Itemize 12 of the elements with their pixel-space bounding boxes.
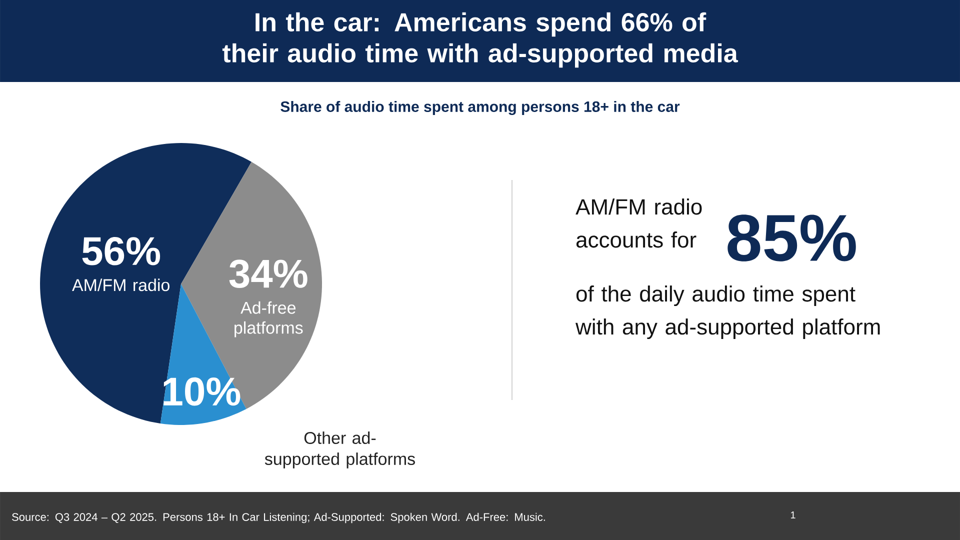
text: 1 [790,512,796,518]
text: 85% [728,214,856,262]
slice-label: Other ad-supported platforms [264,432,415,468]
text: Share of audio time spent among persons 18+ in the car [280,100,680,116]
text: AM/FM radio accounts for [576,198,702,248]
data-label: 56% [82,236,160,266]
slice-label: AM/FM radio [72,278,170,292]
text: In the car: Americans spend 66% of their audio time with ad-supported media [222,12,738,68]
data-label: 34% [229,260,308,288]
text: of the daily audio time spent with any ad-supported platform [576,286,880,340]
source-note: Source: Q3 2024 – Q2 2025. Persons 18+ In Car Listening; Ad-Supported: Spoken Word. Ad-Free: Music. [12,512,545,524]
slice-label: Ad-free platforms [234,301,303,338]
